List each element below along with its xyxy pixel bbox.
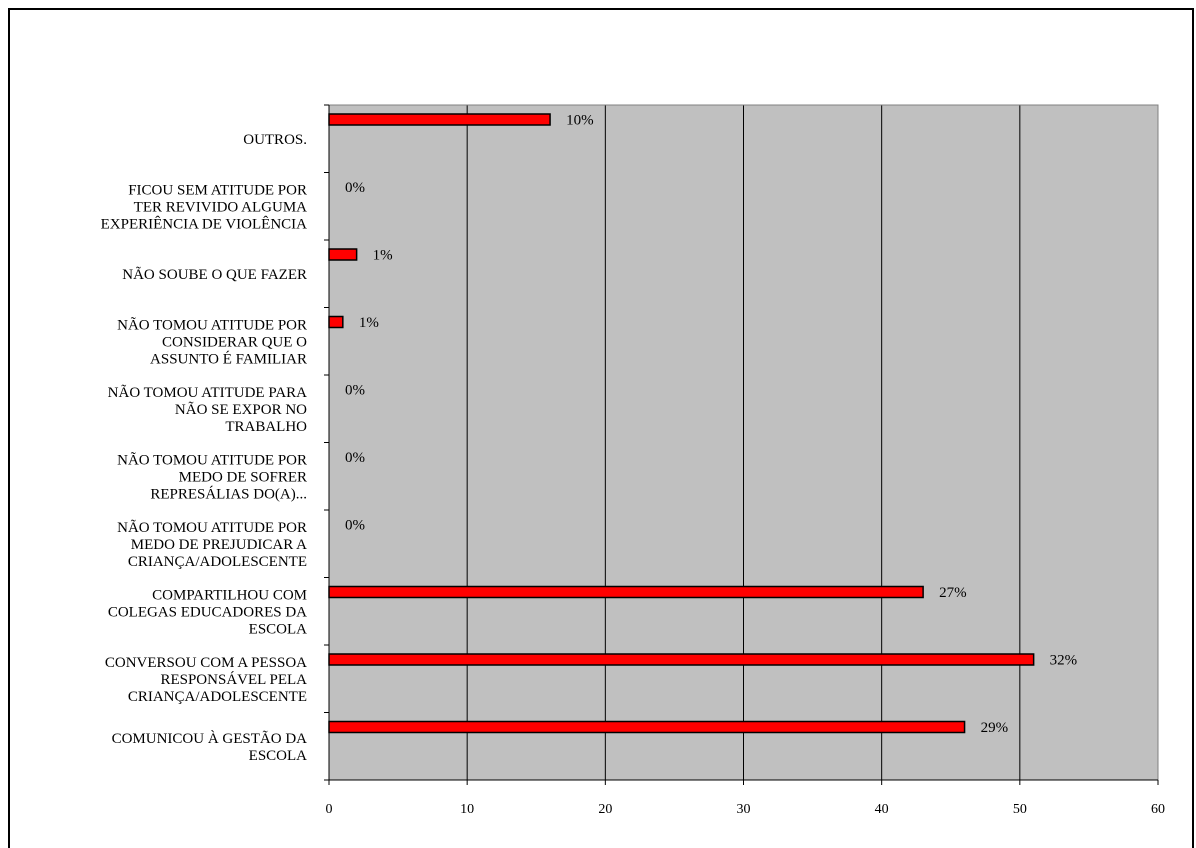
data-label: 0% [345,180,365,196]
x-tick-label: 20 [598,802,612,817]
category-label: COMPARTILHOU COM COLEGAS EDUCADORES DA ESC… [108,587,307,637]
data-label: 10% [566,113,594,129]
category-label: NÃO TOMOU ATITUDE POR MEDO DE PREJUDICAR … [117,520,307,570]
x-tick-label: 30 [737,802,751,817]
data-label: 1% [373,248,393,264]
data-label: 29% [981,720,1009,736]
data-label: 32% [1050,653,1078,669]
category-label: COMUNICOU À GESTÃO DA ESCOLA [112,730,308,764]
x-tick-labels: 0 10 20 30 40 50 60 [326,802,1166,817]
x-tick-label: 10 [460,802,474,817]
category-label: FICOU SEM ATITUDE POR TER REVIVIDO ALGUMA… [101,182,308,232]
x-tick-label: 40 [875,802,889,817]
category-label: NÃO SOUBE O QUE FAZER [122,267,307,283]
category-label: OUTROS. [243,132,307,148]
x-tick-label: 50 [1013,802,1027,817]
data-label: 1% [359,315,379,331]
data-label: 0% [345,383,365,399]
axes [324,104,1159,785]
bar [328,113,551,126]
category-label: NÃO TOMOU ATITUDE POR MEDO DE SOFRER REPRE… [117,452,307,502]
category-label: NÃO TOMOU ATITUDE PARA NÃO SE EXPOR NO TRA… [108,385,308,435]
data-label: 0% [345,518,365,534]
bar [328,248,358,261]
x-tick-label: 60 [1151,802,1165,817]
bar [328,720,966,734]
data-labels: 10% 0% 1% 1% 0% 0% 0% 27% 32% 29% [345,113,1077,737]
bar [328,653,1035,666]
bar [328,585,924,599]
data-label: 0% [345,450,365,466]
category-labels: OUTROS. FICOU SEM ATITUDE POR TER REVIVIDO… [101,132,308,764]
category-label: NÃO TOMOU ATITUDE POR CONSIDERAR QUE O ASS… [117,317,307,367]
bar [328,315,344,329]
chart-frame [8,8,1194,848]
data-label: 27% [939,585,967,601]
x-tick-label: 0 [326,802,333,817]
category-label: CONVERSOU COM A PESSOA RESPONSÁVEL PELA CR… [105,655,307,705]
